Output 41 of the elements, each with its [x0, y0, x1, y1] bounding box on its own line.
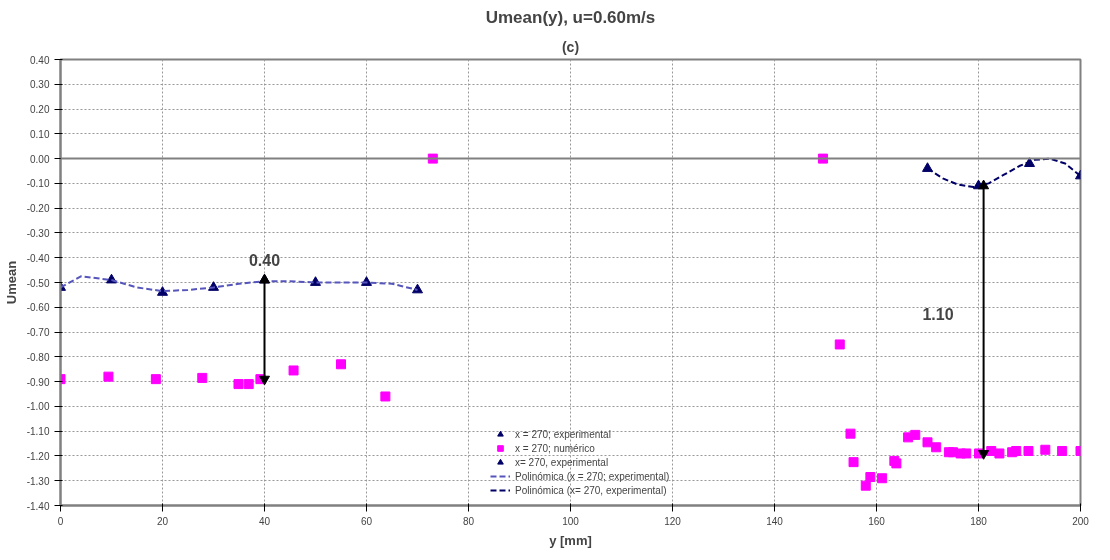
y-tick-label: -0.80 [26, 351, 50, 363]
x-tick-label: 0 [57, 515, 64, 527]
y-tick-label: 0.40 [30, 54, 50, 66]
y-tick-label: -1.20 [26, 450, 50, 462]
y-tick-label: -0.90 [26, 376, 50, 388]
x-tick-label: 180 [970, 515, 988, 527]
annotation: 0.40 [248, 252, 281, 270]
y-tick-label: -1.30 [26, 475, 50, 487]
y-tick-label: -1.40 [26, 500, 50, 512]
y-tick-label: -1.00 [26, 401, 50, 413]
y-tick-label: 0.30 [30, 79, 50, 91]
x-tick-label: 80 [462, 515, 475, 527]
y-tick-label: 0.00 [30, 153, 50, 165]
y-tick-label: -0.10 [26, 178, 50, 190]
legend-label: x = 270; numérico [515, 441, 595, 455]
y-tick-label: -0.50 [26, 277, 50, 289]
y-tick-label: -0.60 [26, 302, 50, 314]
y-axis-title: Umean [3, 260, 19, 305]
text: (c) [561, 38, 580, 55]
legend-label: x = 270; experimental [515, 427, 611, 441]
chart-title: Umean(y), u=0.60m/s [485, 7, 656, 27]
annotation: 1.10 [922, 305, 954, 323]
x-tick-label: 140 [766, 515, 784, 527]
x-tick-label: 60 [360, 515, 373, 527]
legend-label: Polinómica (x = 270; experimental) [515, 469, 670, 483]
y-tick-label: 0.20 [30, 104, 50, 116]
y-tick-label: -1.10 [26, 426, 50, 438]
x-tick-label: 160 [868, 515, 886, 527]
y-tick-label: -0.40 [26, 252, 50, 264]
x-tick-label: 200 [1072, 515, 1090, 527]
y-tick-label: -0.70 [26, 327, 50, 339]
y-tick-label: -0.20 [26, 203, 50, 215]
x-axis-title: y [mm] [549, 532, 592, 548]
x-tick-label: 100 [562, 515, 580, 527]
x-tick-label: 40 [258, 515, 271, 527]
y-tick-label: 0.10 [30, 128, 50, 140]
x-tick-label: 20 [156, 515, 169, 527]
legend-label: x= 270, experimental [515, 455, 609, 469]
y-tick-label: -0.30 [26, 227, 50, 239]
legend-label: Polinómica (x= 270, experimental) [515, 483, 667, 497]
x-tick-label: 120 [664, 515, 682, 527]
